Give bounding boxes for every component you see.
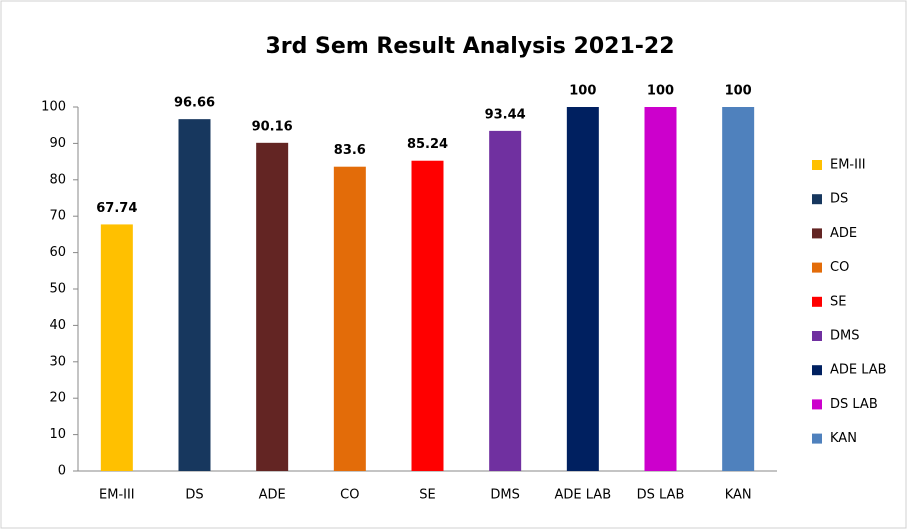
legend-label: DS [830,192,848,207]
value-label: 90.16 [252,119,293,134]
legend-label: DMS [830,329,859,344]
legend-label: KAN [830,431,857,446]
value-label: 96.66 [174,96,215,111]
legend-swatch [812,194,822,205]
bar [411,160,444,472]
y-tick-label: 40 [49,318,66,333]
chart-title: 3rd Sem Result Analysis 2021-22 [265,34,674,59]
x-tick-label: ADE [259,488,286,503]
y-tick-label: 20 [49,391,66,406]
x-tick-label: DS LAB [637,488,685,503]
legend-swatch [812,365,822,376]
legend-swatch [812,331,822,341]
y-tick-label: 50 [49,282,66,297]
legend-swatch [812,262,822,273]
value-label: 83.6 [334,143,366,158]
legend-swatch [812,433,822,444]
y-tick-label: 60 [49,245,66,260]
value-label: 100 [725,84,752,99]
legend-label: ADE [830,226,857,241]
legend-label: ADE LAB [830,363,887,378]
bar [489,130,522,471]
bar [100,224,133,471]
legend-label: EM-III [830,158,866,173]
legend-swatch [812,160,822,170]
legend-swatch [812,399,822,410]
value-label: 67.74 [96,201,137,216]
bar [566,107,599,471]
value-label: 100 [647,84,674,99]
value-label: 85.24 [407,137,448,152]
bar [644,107,677,471]
bar [333,166,366,472]
x-tick-label: EM-III [99,488,135,503]
legend-label: SE [830,294,846,309]
bar [178,119,211,472]
bar [256,142,289,471]
y-tick-label: 0 [58,464,66,479]
x-tick-label: KAN [725,488,752,503]
value-label: 93.44 [485,107,526,122]
legend-swatch [812,228,822,239]
value-label: 100 [569,84,596,99]
x-tick-label: SE [419,488,435,503]
y-tick-label: 30 [49,354,66,369]
legend-swatch [812,296,822,307]
y-tick-label: 100 [41,100,66,115]
x-tick-label: CO [340,488,359,503]
x-tick-label: DS [185,488,203,503]
x-tick-label: DMS [490,488,519,503]
x-tick-label: ADE LAB [555,488,612,503]
y-tick-label: 90 [49,136,66,151]
y-tick-label: 70 [49,209,66,224]
y-tick-label: 80 [49,172,66,187]
bar [722,107,755,471]
y-tick-label: 10 [49,427,66,442]
legend-label: CO [830,260,849,275]
legend-label: DS LAB [830,397,878,412]
